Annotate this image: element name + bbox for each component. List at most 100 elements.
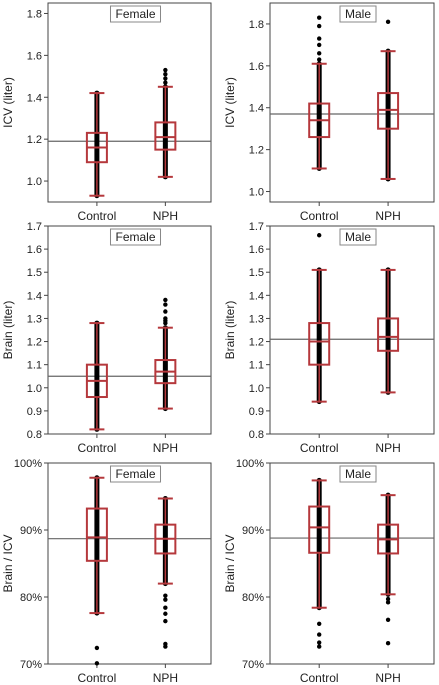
plot-frame [47,2,212,203]
box-control [308,233,331,405]
panel-title-box [339,465,377,483]
panel-title-box [109,465,162,483]
outlier-point [317,621,322,626]
y-axis-label: ICV (liter) [1,77,15,128]
box-nph [377,492,400,646]
outlier-point [317,233,322,238]
y-axis-label: Brain / ICV [223,534,237,592]
y-tick-label: 1.1 [27,360,42,372]
panel-ratio-female: 70% 80% 90% 100% Brain / ICV Control NPH Female [1,458,212,685]
y-tick-label: 100% [236,458,264,470]
y-tick-label: 90% [20,525,42,537]
y-tick-label: 1.3 [249,313,264,325]
outlier-point [317,15,322,20]
panel-title-box [109,228,162,246]
x-tick-label: Control [300,441,339,455]
iqr-box [377,92,400,130]
outlier-point [317,51,322,56]
y-axis-label: Brain (liter) [1,301,15,360]
box-nph [154,297,177,412]
y-tick-label: 1.6 [249,61,264,73]
y-tick-label: 1.6 [27,244,42,256]
outlier-point [317,57,322,62]
panel-title: Male [345,7,371,21]
x-tick-label: NPH [375,671,400,685]
x-tick-label: NPH [375,441,400,455]
x-tick-label: Control [78,671,117,685]
box-control [308,477,331,649]
panel-brain-female: 0.8 0.9 1.0 1.1 1.2 1.3 1.4 1.5 1.6 1.7 Brain (lit… [1,221,212,455]
outlier-point [163,67,168,73]
x-tick-label: Control [78,209,117,223]
iqr-box [154,121,177,151]
y-tick-label: 1.0 [249,187,264,199]
y-tick-label: 1.2 [249,337,264,349]
panel-title: Male [345,230,371,244]
y-tick-label: 0.8 [27,429,42,441]
outlier-point [94,661,100,666]
outlier-point [163,316,168,321]
x-tick-label: NPH [375,209,400,223]
y-tick-label: 1.5 [249,267,264,279]
plot-frame [269,2,435,203]
outlier-point [385,617,391,622]
y-axis-label: ICV (liter) [223,77,237,128]
y-tick-label: 1.4 [27,92,42,104]
y-tick-label: 1.0 [249,383,264,395]
panel-icv-male: 1.0 1.2 1.4 1.6 1.8 ICV (liter) Control NPH Male [223,2,435,223]
outlier-point [94,645,100,651]
outlier-point [163,297,168,303]
y-tick-label: 1.6 [249,244,264,256]
panel-icv-female: 1.0 1.2 1.4 1.6 1.8 ICV (liter) Control NPH Fema… [1,2,212,223]
y-tick-label: 1.2 [27,337,42,349]
outlier-point [317,632,322,637]
outlier-point [385,19,391,25]
outlier-point [163,605,168,610]
outlier-point [385,600,391,605]
y-tick-label: 0.9 [27,406,42,418]
y-tick-label: 1.0 [27,176,42,188]
outlier-point [163,597,168,602]
outlier-point [163,72,168,77]
panel-brain-male: 0.8 0.9 1.0 1.1 1.2 1.3 1.4 1.5 1.6 1.7 Brain (lit… [223,221,435,455]
box-control [85,90,108,199]
plot-frame [47,462,212,665]
box-nph [377,267,400,395]
y-tick-label: 1.4 [249,103,264,115]
y-tick-label: 90% [242,525,264,537]
y-tick-label: 1.8 [249,19,264,31]
panel-title: Female [115,467,155,481]
outlier-point [163,644,168,649]
panel-ratio-male: 70% 80% 90% 100% Brain / ICV Control NPH Male [223,458,435,685]
outlier-point [163,611,168,616]
plot-frame [47,225,212,435]
box-control [85,320,108,432]
outlier-point [163,76,168,81]
iqr-box [377,317,400,352]
y-tick-label: 0.9 [249,406,264,418]
box-control [85,475,108,666]
y-tick-label: 1.3 [27,313,42,325]
outlier-point [317,644,322,649]
y-tick-label: 1.2 [249,145,264,157]
plot-frame [269,462,435,665]
panel-title: Female [115,7,155,21]
y-tick-label: 100% [14,458,42,470]
x-tick-label: NPH [153,441,178,455]
panel-title: Male [345,467,371,481]
y-tick-label: 70% [242,659,264,671]
panel-title-box [339,5,377,23]
panel-title-box [109,5,162,23]
x-tick-label: NPH [153,671,178,685]
outlier-point [317,23,322,29]
y-tick-label: 80% [242,592,264,604]
y-axis-label: Brain / ICV [1,534,15,592]
y-axis-label: Brain (liter) [223,301,237,360]
y-tick-label: 0.8 [249,429,264,441]
panel-title-box [339,228,377,246]
iqr-box [85,507,108,562]
panel-title: Female [115,230,155,244]
outlier-point [317,36,322,41]
x-tick-label: Control [78,441,117,455]
